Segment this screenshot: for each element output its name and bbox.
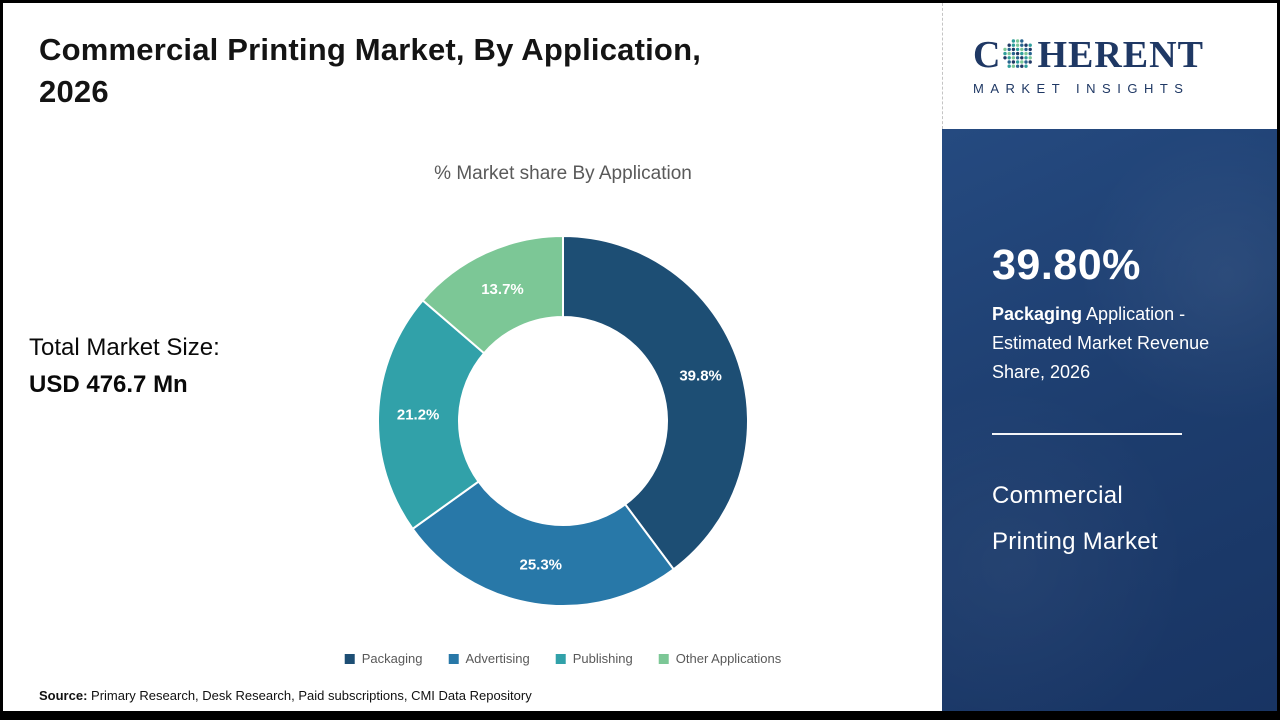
source-line: Source: Primary Research, Desk Research,…: [39, 688, 532, 703]
brand-row: C HERENT: [973, 36, 1277, 74]
donut-segment-advertising: [411, 480, 676, 607]
market-name: Commercial Printing Market: [992, 473, 1233, 564]
total-market-size: Total Market Size: USD 476.7 Mn: [29, 329, 220, 403]
page-title-line1: Commercial Printing Market, By Applicati…: [39, 32, 702, 67]
globe-icon: [1003, 39, 1033, 68]
legend-label: Packaging: [361, 651, 423, 666]
highlight-panel: 39.80% Packaging Application - Estimated…: [942, 129, 1277, 711]
main-content: Commercial Printing Market, By Applicati…: [3, 3, 948, 711]
chart-title: % Market share By Application: [434, 163, 692, 184]
legend-item-packaging: Packaging: [344, 651, 423, 666]
brand-tagline: MARKET INSIGHTS: [973, 81, 1190, 96]
page-title: Commercial Printing Market, By Applicati…: [39, 29, 879, 113]
donut-label-packaging: 39.8%: [679, 367, 722, 384]
legend-item-publishing: Publishing: [555, 651, 633, 666]
highlight-value: 39.80%: [992, 241, 1141, 289]
brand-suffix: HERENT: [1037, 34, 1204, 76]
page-title-line2: 2026: [39, 73, 109, 109]
panel-divider: [992, 433, 1182, 436]
legend-swatch: [448, 653, 459, 664]
legend-label: Publishing: [572, 651, 633, 666]
legend-swatch: [344, 653, 355, 664]
legend-swatch: [555, 653, 566, 664]
legend-swatch: [658, 653, 669, 664]
legend-item-other-applications: Other Applications: [658, 651, 782, 666]
legend-label: Other Applications: [675, 651, 782, 666]
donut-segment-other-applications: [421, 234, 564, 355]
total-market-value: USD 476.7 Mn: [29, 371, 188, 399]
right-panel: C HERENT MARKET INSIGHTS 39.80% Packagin…: [942, 3, 1277, 711]
donut-chart-svg: 39.8% 25.3% 21.2% 13.7%: [377, 234, 749, 607]
donut-segment-publishing: [377, 299, 486, 531]
donut-label-publishing: 21.2%: [397, 407, 440, 424]
brand-prefix: C: [973, 34, 1002, 76]
highlight-rest: Application - Estimated Market Revenue S…: [992, 304, 1210, 383]
highlight-description: Packaging Application - Estimated Market…: [992, 300, 1233, 387]
legend-label: Advertising: [465, 651, 530, 666]
donut-label-advertising: 25.3%: [519, 556, 562, 573]
market-name-line1: Commercial: [992, 482, 1124, 510]
donut-segment-packaging: [562, 234, 749, 571]
total-market-label: Total Market Size:: [29, 334, 220, 361]
legend-item-advertising: Advertising: [448, 651, 530, 666]
brand-logo: C HERENT MARKET INSIGHTS: [942, 3, 1277, 129]
donut-label-other-applications: 13.7%: [481, 281, 524, 298]
market-name-line2: Printing Market: [992, 528, 1158, 556]
donut-chart: 39.8% 25.3% 21.2% 13.7%: [373, 231, 753, 611]
source-label: Source:: [39, 688, 88, 703]
highlight-bold: Packaging: [992, 304, 1083, 324]
chart-legend: Packaging Advertising Publishing Other Appl…: [344, 651, 782, 666]
source-text: Primary Research, Desk Research, Paid su…: [87, 688, 532, 703]
